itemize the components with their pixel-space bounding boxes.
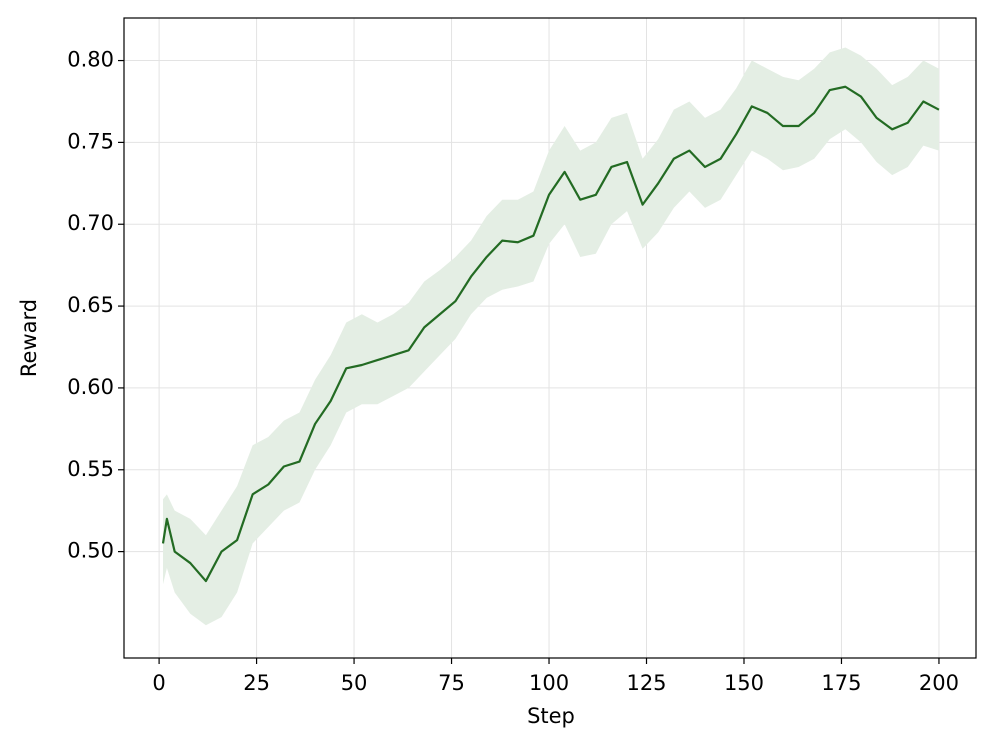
line [161, 85, 940, 583]
y-tick-label: 0.70 [67, 211, 114, 235]
band [162, 47, 939, 626]
plot-frame [123, 17, 977, 659]
x-tick-label: 150 [724, 671, 764, 695]
y-tick-label: 0.55 [67, 457, 114, 481]
x-axis-label: Step [527, 704, 575, 728]
y-tick-label: 0.80 [67, 48, 114, 72]
y-tick-label: 0.65 [67, 293, 114, 317]
x-tick-label: 75 [438, 671, 465, 695]
x-tick-label: 100 [529, 671, 569, 695]
x-tick-label: 125 [626, 671, 666, 695]
x-tick-label: 175 [821, 671, 861, 695]
y-tick-label: 0.75 [67, 129, 114, 153]
x-tick-label: 0 [152, 671, 165, 695]
y-tick-label: 0.50 [67, 539, 114, 563]
y-axis-label: Reward [17, 299, 41, 377]
x-tick-label: 50 [341, 671, 368, 695]
y-tick-label: 0.60 [67, 375, 114, 399]
x-tick-label: 25 [243, 671, 270, 695]
x-tick-label: 200 [919, 671, 959, 695]
